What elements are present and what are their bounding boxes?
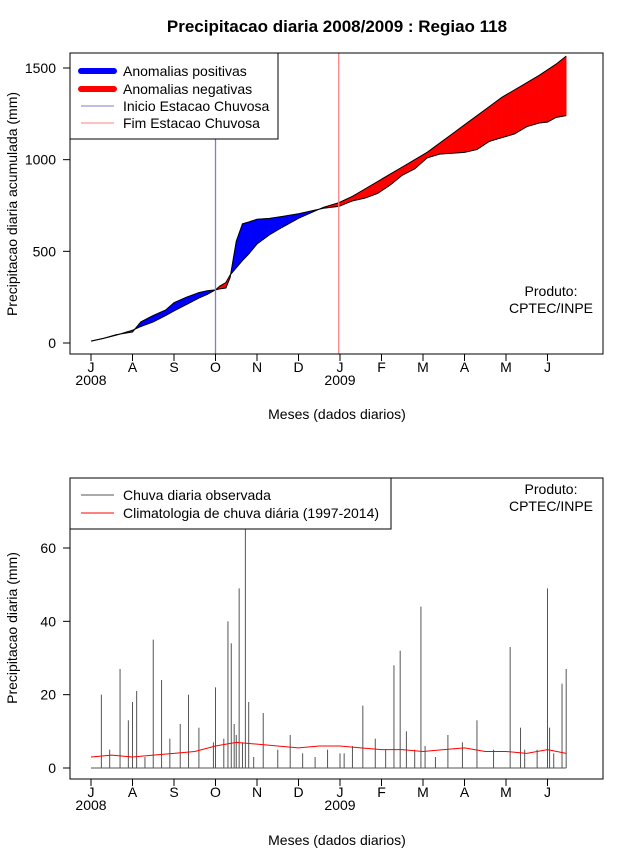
x-tick-label: F bbox=[377, 784, 386, 800]
chart1-y-axis-label: Precipitacao diaria acumulada (mm) bbox=[4, 92, 20, 316]
x-tick-label: A bbox=[460, 784, 470, 800]
legend-season-start-label: Inicio Estacao Chuvosa bbox=[123, 98, 270, 114]
chart2-x-axis-label: Meses (dados diarios) bbox=[268, 832, 406, 848]
x-tick-label: M bbox=[417, 359, 429, 375]
x-tick-label: A bbox=[460, 359, 470, 375]
x-tick-label: M bbox=[417, 784, 429, 800]
x-tick-label: S bbox=[169, 784, 178, 800]
chart2-year-label-2009: 2009 bbox=[324, 797, 355, 813]
chart1-legend-box bbox=[69, 52, 279, 140]
x-tick-label: O bbox=[210, 359, 221, 375]
chart2-y-axis-label: Precipitacao diaria (mm) bbox=[4, 552, 20, 704]
y-tick-label: 0 bbox=[48, 760, 56, 776]
y-tick-label: 0 bbox=[48, 335, 56, 351]
x-tick-label: A bbox=[128, 359, 138, 375]
x-tick-label: D bbox=[293, 784, 303, 800]
chart2-year-label-2008: 2008 bbox=[75, 797, 106, 813]
x-tick-label: J bbox=[88, 784, 95, 800]
x-tick-label: S bbox=[169, 359, 178, 375]
legend-climatology-label: Climatologia de chuva diária (1997-2014) bbox=[123, 505, 379, 521]
anomaly-segment bbox=[501, 89, 515, 138]
x-tick-label: F bbox=[377, 359, 386, 375]
y-tick-label: 40 bbox=[40, 613, 56, 629]
x-tick-label: A bbox=[128, 784, 138, 800]
observed-cumulative-line bbox=[90, 115, 567, 342]
x-tick-label: D bbox=[293, 359, 303, 375]
chart1-legend: Anomalias positivas Anomalias negativas … bbox=[69, 52, 279, 140]
x-tick-label: O bbox=[210, 784, 221, 800]
chart1-cumulative-lines bbox=[90, 55, 567, 342]
x-tick-label: J bbox=[544, 359, 551, 375]
anomaly-segment bbox=[514, 82, 527, 135]
y-tick-label: 500 bbox=[33, 243, 57, 259]
anomaly-segment bbox=[555, 55, 567, 118]
chart2-product-name: CPTEC/INPE bbox=[509, 498, 593, 514]
x-tick-label: M bbox=[500, 359, 512, 375]
legend-positive-anomaly-label: Anomalias positivas bbox=[123, 63, 247, 79]
chart2-legend-box bbox=[69, 477, 392, 530]
x-tick-label: N bbox=[252, 359, 262, 375]
chart2-y-axis: 0 20 40 60 bbox=[40, 540, 71, 776]
chart1-product-name: CPTEC/INPE bbox=[509, 300, 593, 316]
x-tick-label: J bbox=[88, 359, 95, 375]
anomaly-segment bbox=[539, 69, 548, 124]
chart2-legend: Chuva diaria observada Climatologia de c… bbox=[69, 477, 392, 530]
x-tick-label: J bbox=[337, 784, 344, 800]
chart1-year-label-2008: 2008 bbox=[75, 372, 106, 388]
y-tick-label: 1500 bbox=[25, 60, 56, 76]
legend-negative-anomaly-label: Anomalias negativas bbox=[123, 81, 252, 97]
y-tick-label: 20 bbox=[40, 687, 56, 703]
chart1-year-label-2009: 2009 bbox=[324, 372, 355, 388]
chart1-title: Precipitacao diaria 2008/2009 : Regiao 1… bbox=[167, 17, 507, 36]
y-tick-label: 1000 bbox=[25, 152, 56, 168]
chart2-climatology-line bbox=[90, 741, 567, 758]
legend-season-end-label: Fim Estacao Chuvosa bbox=[123, 115, 260, 131]
anomaly-segment bbox=[547, 63, 556, 123]
x-tick-label: N bbox=[252, 784, 262, 800]
chart2-product-label: Produto: bbox=[525, 481, 578, 497]
x-tick-label: J bbox=[337, 359, 344, 375]
climatology-cumulative-line bbox=[90, 55, 567, 342]
chart1-product-label: Produto: bbox=[525, 283, 578, 299]
x-tick-label: M bbox=[500, 784, 512, 800]
y-tick-label: 60 bbox=[40, 540, 56, 556]
x-tick-label: J bbox=[544, 784, 551, 800]
anomaly-segment bbox=[526, 74, 540, 127]
legend-observed-rain-label: Chuva diaria observada bbox=[123, 487, 271, 503]
chart1-x-axis-label: Meses (dados diarios) bbox=[268, 406, 406, 422]
